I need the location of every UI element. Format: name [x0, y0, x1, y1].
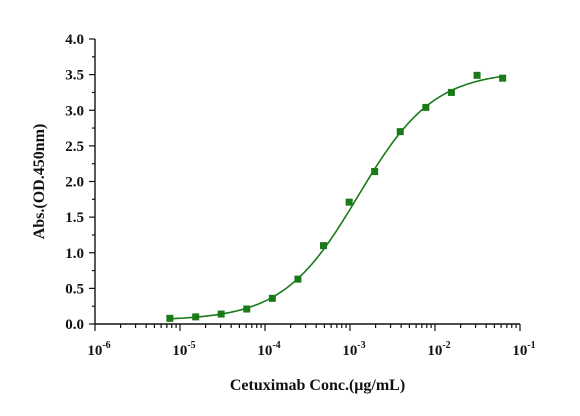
x-tick-label: 10-5: [172, 340, 195, 359]
data-point: [294, 275, 302, 283]
y-tick-label: 1.5: [65, 210, 84, 226]
x-tick-label: 10-3: [342, 340, 365, 359]
x-axis-title: Cetuximab Conc.(μg/mL): [230, 377, 405, 394]
data-point: [192, 313, 200, 321]
data-point: [217, 310, 225, 318]
data-point: [243, 305, 251, 313]
x-tick-label: 10-6: [87, 340, 110, 359]
data-point: [345, 198, 353, 206]
y-tick-label: 0.0: [65, 317, 84, 333]
y-tick-label: 1.0: [65, 246, 84, 262]
x-tick-label: 10-1: [512, 340, 535, 359]
y-axis-title: Abs.(OD.450nm): [31, 124, 48, 240]
data-point: [499, 74, 507, 82]
data-point: [396, 128, 404, 136]
x-ticks: 10-6 10-5 10-4 10-3 10-2 10-1: [87, 324, 536, 359]
data-point: [473, 71, 481, 79]
y-ticks: 0.0 0.5 1.0 1.5 2.0 2.5 3.0 3.5 4.0: [65, 32, 95, 333]
y-tick-label: 2.5: [65, 139, 84, 155]
data-point: [268, 294, 276, 302]
data-point: [166, 314, 174, 322]
data-point: [371, 168, 379, 176]
x-tick-label: 10-2: [427, 340, 450, 359]
data-point: [320, 242, 328, 250]
y-tick-label: 0.5: [65, 281, 84, 297]
data-point: [422, 103, 430, 111]
y-tick-label: 2.0: [65, 175, 84, 191]
data-points: [166, 71, 507, 322]
data-point: [447, 88, 455, 96]
fit-curve: [169, 75, 503, 320]
axes: [94, 39, 520, 325]
y-tick-label: 4.0: [65, 32, 84, 48]
y-tick-label: 3.0: [65, 103, 84, 119]
x-tick-label: 10-4: [257, 340, 280, 359]
y-tick-label: 3.5: [65, 68, 84, 84]
